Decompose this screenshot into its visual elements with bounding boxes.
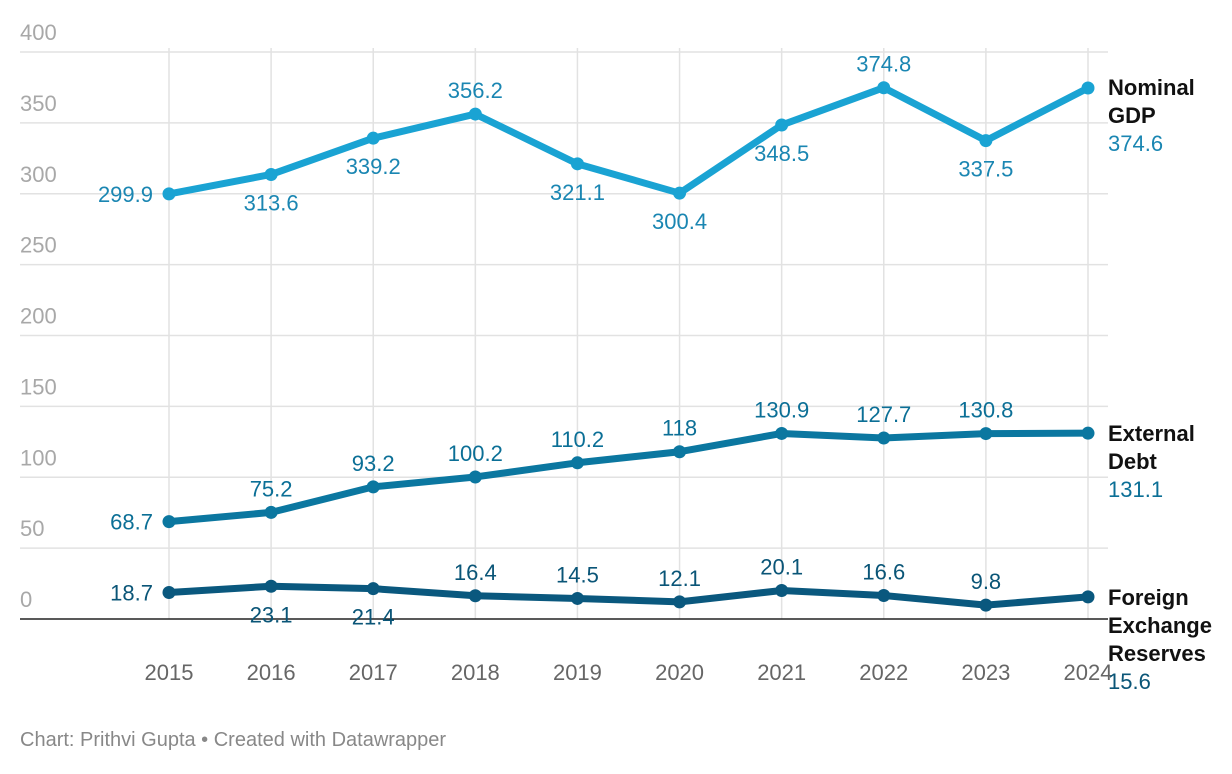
x-tick-label: 2017 [349, 660, 398, 685]
data-label: 110.2 [551, 427, 604, 452]
point [1081, 426, 1095, 440]
y-tick-label: 300 [20, 162, 57, 187]
data-label: 21.4 [352, 605, 395, 630]
end-value: 131.1 [1108, 477, 1164, 502]
x-tick-label: 2021 [757, 660, 806, 685]
y-tick-label: 150 [20, 374, 57, 399]
data-label: 9.8 [971, 569, 1002, 594]
point [775, 118, 789, 132]
point [570, 456, 584, 470]
data-label: 300.4 [652, 209, 707, 234]
series-name: External Debt [1108, 421, 1195, 474]
data-label: 130.9 [754, 397, 809, 422]
data-label: 75.2 [250, 476, 293, 501]
data-label: 356.2 [448, 78, 503, 103]
point [162, 585, 176, 599]
data-label: 339.2 [346, 154, 401, 179]
line [168, 84, 1090, 198]
point [673, 595, 687, 609]
x-tick-label: 2019 [553, 660, 602, 685]
x-tick-label: 2016 [247, 660, 296, 685]
point [468, 470, 482, 484]
point [673, 445, 687, 459]
point [1081, 81, 1095, 95]
y-tick-label: 100 [20, 445, 57, 470]
point [775, 584, 789, 598]
end-value: 374.6 [1108, 131, 1164, 156]
point [264, 167, 278, 181]
line [168, 582, 1089, 609]
data-label: 118 [662, 416, 697, 441]
end-value: 15.6 [1108, 669, 1151, 694]
data-label: 12.1 [658, 566, 701, 591]
x-tick-label: 2020 [655, 660, 704, 685]
y-tick-label: 250 [20, 233, 57, 258]
point [264, 579, 278, 593]
y-tick-label: 400 [20, 20, 57, 45]
point [570, 591, 584, 605]
data-label: 127.7 [856, 402, 911, 427]
point [264, 505, 278, 519]
point [366, 480, 380, 494]
data-label: 20.1 [760, 555, 803, 580]
data-label: 14.5 [556, 562, 599, 587]
data-label: 16.4 [454, 560, 497, 585]
series-name: Foreign Exchange Reserves [1108, 585, 1212, 666]
y-tick-label: 0 [20, 587, 32, 612]
x-tick-label: 2024 [1064, 660, 1113, 685]
y-tick-label: 50 [20, 516, 44, 541]
point [979, 598, 993, 612]
end-label: Nominal GDP 374.6 [1108, 74, 1228, 158]
series-name: Nominal GDP [1108, 75, 1195, 128]
x-tick-label: 2022 [859, 660, 908, 685]
data-label: 100.2 [448, 441, 503, 466]
data-label: 337.5 [958, 157, 1013, 182]
point [468, 107, 482, 121]
y-tick-label: 200 [20, 304, 57, 329]
data-label: 18.7 [110, 580, 153, 605]
x-tick-label: 2018 [451, 660, 500, 685]
data-label: 130.8 [958, 398, 1013, 423]
data-label: 348.5 [754, 141, 809, 166]
point [979, 134, 993, 148]
footer: Chart: Prithvi Gupta • Created with Data… [20, 729, 446, 751]
data-label: 321.1 [550, 180, 605, 205]
line [168, 429, 1089, 526]
data-label: 16.6 [862, 559, 905, 584]
point [570, 157, 584, 171]
point [366, 131, 380, 145]
point [979, 427, 993, 441]
data-label: 68.7 [110, 510, 153, 535]
point [673, 186, 687, 200]
point [162, 187, 176, 201]
end-label: External Debt 131.1 [1108, 420, 1228, 504]
data-label: 374.8 [856, 52, 911, 77]
point [366, 582, 380, 596]
point [877, 588, 891, 602]
point [1081, 590, 1095, 604]
data-label: 313.6 [244, 190, 299, 215]
data-label: 23.1 [250, 602, 293, 627]
point [775, 426, 789, 440]
end-label: Foreign Exchange Reserves 15.6 [1108, 584, 1228, 696]
point [877, 81, 891, 95]
y-tick-label: 350 [20, 91, 57, 116]
point [468, 589, 482, 603]
data-label: 93.2 [352, 451, 395, 476]
x-tick-label: 2023 [961, 660, 1010, 685]
x-tick-label: 2015 [145, 660, 194, 685]
point [162, 515, 176, 529]
data-label: 299.9 [98, 182, 153, 207]
point [877, 431, 891, 445]
